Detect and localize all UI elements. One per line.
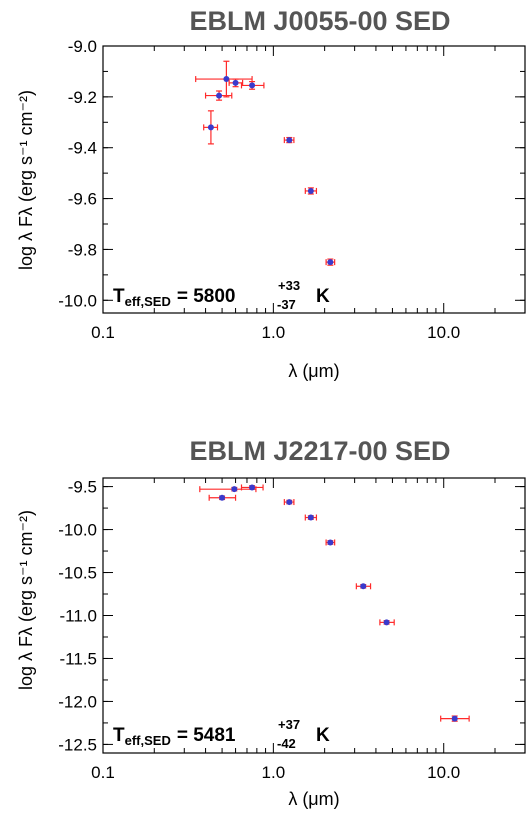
teff-lower-error: -37	[277, 297, 296, 312]
data-point	[240, 484, 264, 491]
data-marker	[286, 499, 293, 506]
data-marker	[286, 137, 293, 144]
data-point	[204, 90, 233, 101]
data-marker	[216, 92, 223, 99]
teff-subscript: eff,SED	[125, 733, 171, 748]
y-tick-label: -9.2	[68, 88, 97, 107]
panel-2-teff-annotation: Teff,SED = 5481 +37 -42 K	[113, 717, 330, 751]
y-tick-label: -10.0	[58, 521, 97, 540]
data-point	[325, 258, 336, 266]
y-tick-label: -10.5	[58, 564, 97, 583]
y-tick-label: -10.0	[58, 291, 97, 310]
panel-2-title: EBLM J2217-00 SED	[189, 436, 450, 466]
panel-1-data-points	[195, 60, 336, 266]
y-tick-label: -9.5	[68, 478, 97, 497]
data-point	[195, 60, 253, 98]
teff-unit: K	[316, 725, 330, 746]
panel-1-title: EBLM J0055-00 SED	[189, 6, 450, 36]
teff-value: = 5800	[177, 286, 236, 307]
panel-2-y-tick-labels: -9.5 -10.0 -10.5 -11.0 -11.5 -12.0 -12.5	[58, 478, 97, 755]
y-tick-label: -11.0	[60, 607, 98, 626]
svg-text:Teff,SED= 5481: Teff,SED = 5481	[113, 725, 236, 748]
panel-1-tick-marks	[102, 45, 526, 313]
data-marker	[207, 124, 214, 131]
panel-2-y-axis-label: log λ Fλ (erg s⁻¹ cm⁻²)	[16, 510, 36, 690]
x-tick-label: 1.0	[262, 323, 286, 342]
data-marker	[232, 79, 239, 86]
data-point	[379, 619, 395, 626]
y-tick-label: -9.6	[68, 190, 97, 209]
data-point	[304, 514, 318, 521]
x-tick-label: 0.1	[91, 763, 115, 782]
panel-1-teff-annotation: Teff,SED = 5800 +33 -37 K	[113, 278, 330, 312]
data-marker	[249, 484, 256, 491]
x-tick-label: 10.0	[427, 323, 460, 342]
teff-unit: K	[316, 286, 330, 307]
x-tick-label: 0.1	[91, 323, 115, 342]
data-point	[203, 110, 219, 145]
data-marker	[307, 187, 314, 194]
panel-2-x-tick-labels: 0.1 1.0 10.0	[91, 763, 460, 782]
panel-1-y-tick-labels: -9.0 -9.2 -9.4 -9.6 -9.8 -10.0	[58, 37, 97, 310]
teff-symbol: T	[113, 725, 125, 746]
y-tick-label: -9.4	[68, 139, 97, 158]
panel-2-tick-marks	[102, 478, 526, 753]
data-point	[304, 187, 318, 195]
data-point	[208, 494, 237, 501]
data-marker	[249, 82, 256, 89]
data-point	[240, 80, 265, 90]
panel-2-data-points	[199, 484, 470, 722]
data-marker	[327, 539, 334, 546]
data-point	[355, 583, 372, 590]
data-marker	[383, 619, 390, 626]
data-marker	[223, 76, 230, 83]
teff-value: = 5481	[177, 725, 236, 746]
panel-1-y-axis-label: log λ Fλ (erg s⁻¹ cm⁻²)	[16, 90, 36, 270]
data-marker	[219, 494, 226, 501]
y-tick-label: -12.5	[58, 735, 97, 754]
svg-text:Teff,SED= 5800: Teff,SED = 5800	[113, 286, 236, 309]
data-marker	[307, 514, 314, 521]
data-point	[283, 499, 295, 506]
teff-symbol: T	[113, 286, 125, 307]
panel-2-plot-frame	[102, 477, 526, 754]
data-marker	[231, 486, 238, 493]
x-tick-label: 1.0	[262, 763, 286, 782]
panel-1-plot-frame	[102, 45, 526, 314]
x-tick-label: 10.0	[427, 763, 460, 782]
panel-1: EBLM J0055-00 SED -9.0 -9.2 -9.4 -9.6 -9…	[16, 6, 526, 381]
panel-1-x-axis-label: λ (μm)	[288, 361, 339, 381]
teff-upper-error: +33	[278, 278, 300, 293]
data-marker	[327, 259, 334, 266]
data-marker	[360, 583, 367, 590]
data-point	[283, 136, 295, 144]
y-tick-label: -9.8	[68, 240, 97, 259]
data-point	[440, 715, 470, 722]
panel-2-x-axis-label: λ (μm)	[288, 789, 339, 809]
y-tick-label: -12.0	[58, 692, 97, 711]
data-point	[228, 78, 244, 88]
teff-subscript: eff,SED	[125, 294, 171, 309]
panel-2: EBLM J2217-00 SED -9.5 -10.0 -10.5 -11.0…	[16, 436, 526, 809]
teff-lower-error: -42	[277, 736, 296, 751]
teff-upper-error: +37	[278, 717, 300, 732]
y-tick-label: -9.0	[68, 37, 97, 56]
y-tick-label: -11.5	[60, 649, 98, 668]
panel-1-x-tick-labels: 0.1 1.0 10.0	[91, 323, 460, 342]
data-marker	[451, 715, 458, 722]
data-point	[325, 539, 336, 546]
